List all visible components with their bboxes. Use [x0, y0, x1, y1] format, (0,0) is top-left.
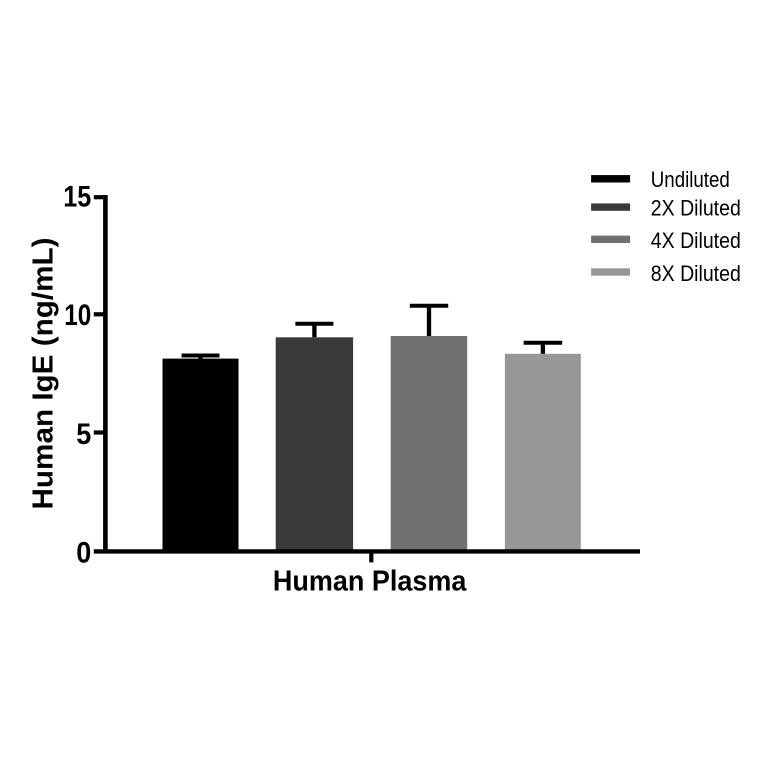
svg-text:0: 0	[76, 537, 91, 570]
svg-text:Human IgE (ng/mL): Human IgE (ng/mL)	[27, 238, 59, 510]
svg-text:4X Diluted: 4X Diluted	[651, 228, 741, 253]
svg-text:5: 5	[76, 418, 91, 451]
svg-text:Undiluted: Undiluted	[651, 167, 730, 192]
svg-text:Human Plasma: Human Plasma	[273, 565, 467, 597]
svg-text:15: 15	[63, 181, 91, 214]
svg-text:2X Diluted: 2X Diluted	[651, 196, 741, 221]
svg-text:10: 10	[64, 299, 91, 332]
svg-text:8X Diluted: 8X Diluted	[651, 261, 741, 286]
